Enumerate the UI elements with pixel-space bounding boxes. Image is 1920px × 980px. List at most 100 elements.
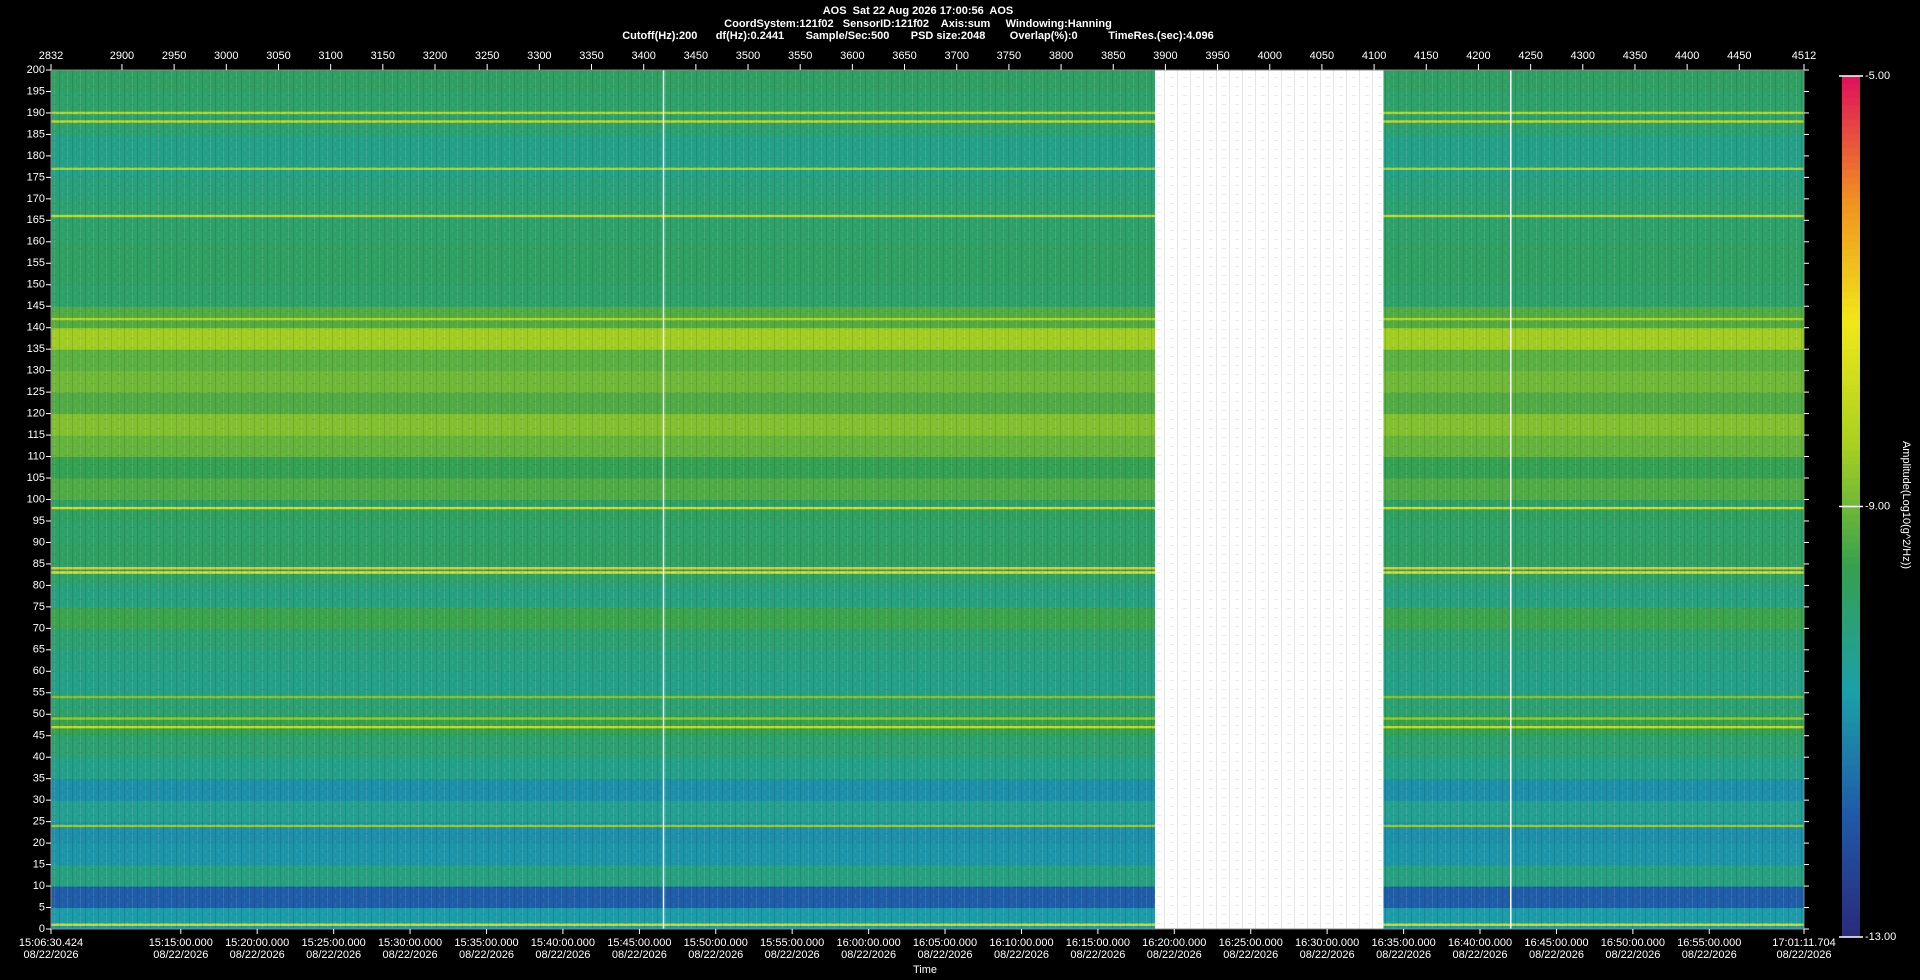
colorbar-segment bbox=[1842, 492, 1860, 500]
colorbar-segment bbox=[1842, 621, 1860, 629]
colorbar-tick-label: -13.00 bbox=[1865, 931, 1896, 943]
y-tick-label: 170 bbox=[27, 193, 45, 205]
y-tick-label: 50 bbox=[33, 708, 45, 720]
time-tick-label: 16:35:00.000 bbox=[1372, 937, 1436, 949]
colorbar-tick-label: -9.00 bbox=[1865, 500, 1890, 512]
x-tick-label: 3150 bbox=[371, 50, 395, 62]
x-tick-label: 3650 bbox=[892, 50, 916, 62]
colorbar-segment bbox=[1842, 499, 1860, 507]
time-tick-date: 08/22/2026 bbox=[1529, 949, 1584, 961]
colorbar-segment bbox=[1842, 893, 1860, 902]
colorbar-segment bbox=[1842, 427, 1860, 436]
colorbar-segment bbox=[1842, 736, 1860, 744]
colorbar-tick-label: -5.00 bbox=[1865, 70, 1890, 82]
colorbar-segment bbox=[1842, 836, 1860, 845]
colorbar-segment bbox=[1842, 858, 1860, 866]
time-tick-date: 08/22/2026 bbox=[306, 949, 361, 961]
x-tick-label: 4000 bbox=[1258, 50, 1282, 62]
y-tick-label: 120 bbox=[27, 408, 45, 420]
colorbar-segment bbox=[1842, 700, 1860, 708]
time-tick-label: 15:30:00.000 bbox=[378, 937, 442, 949]
colorbar-segment bbox=[1842, 563, 1860, 572]
colorbar-segment bbox=[1842, 140, 1860, 149]
colorbar-segment bbox=[1842, 298, 1860, 307]
colorbar-segment bbox=[1842, 133, 1860, 142]
y-tick-label: 130 bbox=[27, 365, 45, 377]
colorbar-segment bbox=[1842, 915, 1860, 924]
colorbar-segment bbox=[1842, 764, 1860, 773]
colorbar-segment bbox=[1842, 284, 1860, 292]
colorbar-segment bbox=[1842, 111, 1860, 120]
colorbar-segment bbox=[1842, 176, 1860, 185]
time-tick-label: 15:35:00.000 bbox=[454, 937, 518, 949]
colorbar-segment bbox=[1842, 549, 1860, 558]
colorbar-segment bbox=[1842, 147, 1860, 156]
colorbar-segment bbox=[1842, 484, 1860, 493]
colorbar-segment bbox=[1842, 212, 1860, 220]
colorbar-segment bbox=[1842, 233, 1860, 242]
y-tick-label: 65 bbox=[33, 644, 45, 656]
x-tick-label: 4150 bbox=[1414, 50, 1438, 62]
y-tick-label: 85 bbox=[33, 558, 45, 570]
y-tick-label: 30 bbox=[33, 794, 45, 806]
time-tick-date: 08/22/2026 bbox=[917, 949, 972, 961]
colorbar-segment bbox=[1842, 219, 1860, 228]
x-tick-label: 3400 bbox=[631, 50, 655, 62]
time-tick-label: 15:06:30.424 bbox=[19, 937, 83, 949]
y-tick-label: 100 bbox=[27, 493, 45, 505]
colorbar-segment bbox=[1842, 406, 1860, 414]
time-tick-label: 16:55:00.000 bbox=[1677, 937, 1741, 949]
colorbar-segment bbox=[1842, 434, 1860, 443]
colorbar-segment bbox=[1842, 119, 1860, 127]
time-tick-date: 08/22/2026 bbox=[1070, 949, 1125, 961]
colorbar-segment bbox=[1842, 721, 1860, 730]
x-tick-label: 4350 bbox=[1623, 50, 1647, 62]
y-tick-label: 200 bbox=[27, 64, 45, 76]
colorbar-segment bbox=[1842, 197, 1860, 206]
time-tick-date: 08/22/2026 bbox=[1223, 949, 1278, 961]
x-tick-label: 3000 bbox=[214, 50, 238, 62]
colorbar-segment bbox=[1842, 542, 1860, 551]
y-tick-label: 185 bbox=[27, 128, 45, 140]
colorbar-segment bbox=[1842, 929, 1860, 938]
time-tick-label: 16:50:00.000 bbox=[1601, 937, 1665, 949]
colorbar-segment bbox=[1842, 97, 1860, 106]
time-tick-label: 15:50:00.000 bbox=[684, 937, 748, 949]
y-tick-label: 90 bbox=[33, 536, 45, 548]
y-tick-label: 140 bbox=[27, 322, 45, 334]
colorbar-segment bbox=[1842, 635, 1860, 644]
colorbar-segment bbox=[1842, 872, 1860, 881]
x-tick-label: 4400 bbox=[1675, 50, 1699, 62]
y-tick-label: 10 bbox=[33, 880, 45, 892]
x-tick-label: 3800 bbox=[1049, 50, 1073, 62]
y-tick-label: 45 bbox=[33, 730, 45, 742]
y-tick-label: 110 bbox=[27, 450, 45, 462]
chart-parameters: Cutoff(Hz):200 df(Hz):0.2441 Sample/Sec:… bbox=[622, 30, 1214, 42]
colorbar-segment bbox=[1842, 104, 1860, 113]
y-tick-label: 160 bbox=[27, 236, 45, 248]
colorbar-segment bbox=[1842, 879, 1860, 888]
x-tick-label: 2900 bbox=[110, 50, 134, 62]
colorbar-segment bbox=[1842, 571, 1860, 579]
x-tick-label: 4100 bbox=[1362, 50, 1386, 62]
colorbar-segment bbox=[1842, 650, 1860, 658]
y-tick-label: 70 bbox=[33, 622, 45, 634]
colorbar-segment bbox=[1842, 886, 1860, 895]
y-tick-label: 165 bbox=[27, 214, 45, 226]
x-tick-label: 2950 bbox=[162, 50, 186, 62]
x-axis-label: Time bbox=[913, 964, 937, 976]
chart-title: AOS Sat 22 Aug 2026 17:00:56 AOS bbox=[823, 5, 1014, 17]
colorbar-segment bbox=[1842, 241, 1860, 249]
time-tick-label: 16:05:00.000 bbox=[913, 937, 977, 949]
colorbar-segment bbox=[1842, 807, 1860, 816]
time-tick-date: 08/22/2026 bbox=[153, 949, 208, 961]
x-tick-label: 3550 bbox=[788, 50, 812, 62]
colorbar-segment bbox=[1842, 922, 1860, 931]
colorbar-segment bbox=[1842, 255, 1860, 264]
colorbar-segment bbox=[1842, 413, 1860, 421]
colorbar-segment bbox=[1842, 319, 1860, 328]
chart-subtitle: CoordSystem:121f02 SensorID:121f02 Axis:… bbox=[724, 18, 1112, 30]
colorbar-segment bbox=[1842, 83, 1860, 91]
